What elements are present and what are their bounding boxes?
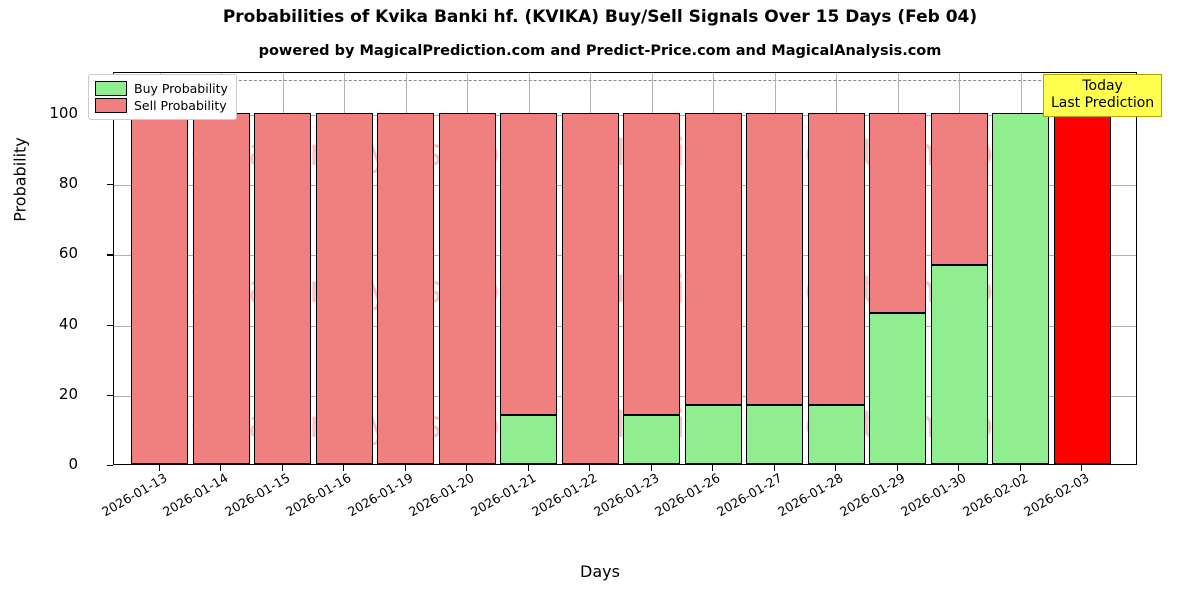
legend-item-buy: Buy Probability <box>95 80 228 97</box>
today-annotation: Today Last Prediction <box>1043 74 1163 117</box>
y-tick-mark <box>107 324 113 326</box>
bar-2026-01-19[interactable] <box>377 73 435 464</box>
bar-2026-01-30[interactable] <box>930 73 988 464</box>
y-tick-label: 60 <box>58 244 78 263</box>
x-tick-mark <box>1081 465 1083 471</box>
legend-label-sell: Sell Probability <box>134 98 227 113</box>
chart-subtitle: powered by MagicalPrediction.com and Pre… <box>258 43 942 59</box>
chart-title: Probabilities of Kvika Banki hf. (KVIKA)… <box>222 7 978 27</box>
x-tick-mark <box>773 465 775 471</box>
bar-2026-01-21[interactable] <box>500 73 558 464</box>
chart-legend: Buy Probability Sell Probability <box>88 74 237 120</box>
bar-2026-01-26[interactable] <box>684 73 742 464</box>
bar-2026-02-02[interactable] <box>992 73 1050 464</box>
bar-segment-sell[interactable] <box>561 113 619 464</box>
x-tick-mark <box>835 465 837 471</box>
x-tick-mark <box>650 465 652 471</box>
bar-2026-01-29[interactable] <box>869 73 927 464</box>
bar-segment-sell[interactable] <box>623 113 681 415</box>
y-tick-label: 80 <box>58 174 78 193</box>
x-tick-mark <box>896 465 898 471</box>
x-tick-mark <box>958 465 960 471</box>
x-tick-mark <box>343 465 345 471</box>
bar-segment-buy[interactable] <box>930 265 988 464</box>
x-tick-mark <box>1019 465 1021 471</box>
x-tick-mark <box>712 465 714 471</box>
x-tick-mark <box>589 465 591 471</box>
y-tick-mark <box>107 184 113 186</box>
bar-2026-01-16[interactable] <box>315 73 373 464</box>
bar-2026-01-15[interactable] <box>254 73 312 464</box>
legend-item-sell: Sell Probability <box>95 97 228 114</box>
bar-segment-buy[interactable] <box>500 414 558 464</box>
legend-swatch-buy <box>95 81 127 96</box>
bar-segment-sell[interactable] <box>438 113 496 464</box>
bar-segment-today[interactable] <box>1053 113 1111 464</box>
bar-2026-01-13[interactable] <box>131 73 189 464</box>
bar-segment-sell[interactable] <box>315 113 373 464</box>
legend-label-buy: Buy Probability <box>134 81 228 96</box>
x-axis-label: Days <box>580 562 620 581</box>
plot-clip: MagicalAnalysis.comMagicalPrediction.com… <box>114 73 1136 464</box>
today-annotation-line1: Today <box>1082 78 1123 94</box>
x-tick-mark <box>527 465 529 471</box>
bar-segment-buy[interactable] <box>992 113 1050 464</box>
bar-segment-sell[interactable] <box>746 113 804 406</box>
y-tick-label: 40 <box>58 314 78 333</box>
bar-segment-sell[interactable] <box>500 113 558 415</box>
y-tick-mark <box>107 394 113 396</box>
bar-2026-02-03[interactable] <box>1053 73 1111 464</box>
reference-line-dashed <box>114 80 1136 82</box>
bar-segment-sell[interactable] <box>192 113 250 464</box>
bar-segment-sell[interactable] <box>254 113 312 464</box>
y-tick-mark <box>107 254 113 256</box>
bar-segment-sell[interactable] <box>377 113 435 464</box>
x-tick-mark <box>220 465 222 471</box>
bar-2026-01-28[interactable] <box>807 73 865 464</box>
y-tick-label: 20 <box>58 384 78 403</box>
bar-segment-buy[interactable] <box>746 405 804 464</box>
bar-2026-01-23[interactable] <box>623 73 681 464</box>
bar-segment-sell[interactable] <box>807 113 865 406</box>
x-tick-mark <box>281 465 283 471</box>
x-tick-mark <box>466 465 468 471</box>
x-tick-mark <box>158 465 160 471</box>
bar-segment-buy[interactable] <box>869 313 927 464</box>
bar-2026-01-20[interactable] <box>438 73 496 464</box>
bar-segment-sell[interactable] <box>131 113 189 464</box>
legend-swatch-sell <box>95 98 127 113</box>
x-tick-mark <box>404 465 406 471</box>
bar-segment-sell[interactable] <box>684 113 742 406</box>
bar-segment-buy[interactable] <box>684 405 742 464</box>
plot-area: MagicalAnalysis.comMagicalPrediction.com… <box>113 72 1137 465</box>
y-tick-label: 100 <box>49 104 78 123</box>
bar-segment-buy[interactable] <box>623 414 681 464</box>
bar-segment-sell[interactable] <box>869 113 927 314</box>
y-tick-label: 0 <box>68 455 78 473</box>
y-tick-mark <box>107 465 113 467</box>
today-annotation-line2: Last Prediction <box>1051 95 1155 111</box>
bar-2026-01-27[interactable] <box>746 73 804 464</box>
bar-2026-01-14[interactable] <box>192 73 250 464</box>
bar-segment-buy[interactable] <box>807 405 865 464</box>
bar-2026-01-22[interactable] <box>561 73 619 464</box>
bar-segment-sell[interactable] <box>930 113 988 266</box>
